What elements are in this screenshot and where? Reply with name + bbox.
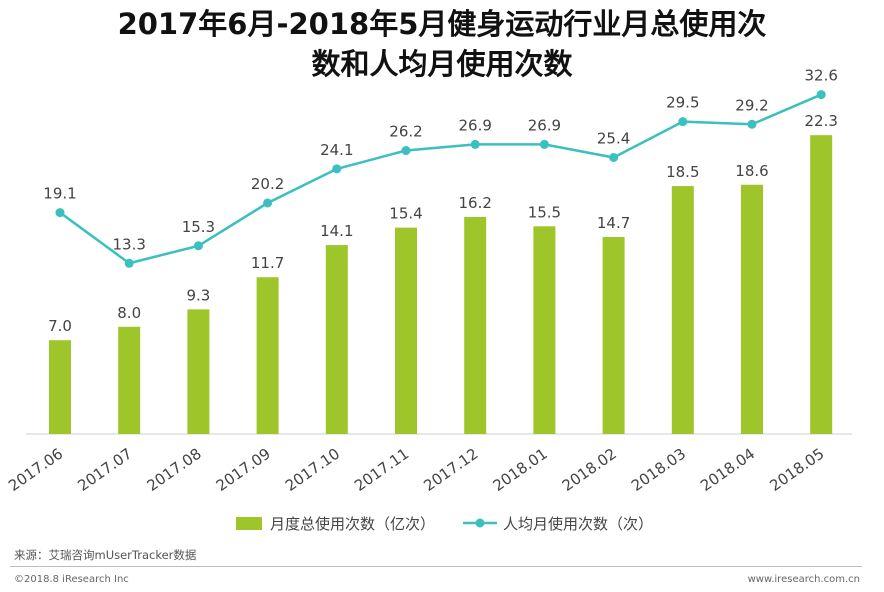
bar-2017.07 [118, 326, 141, 434]
line-point-2017.11 [401, 146, 411, 156]
bar-2018.03 [671, 186, 694, 434]
line-point-2017.10 [332, 164, 342, 174]
bar-2018.02 [602, 237, 625, 434]
line-value-label: 15.3 [182, 218, 215, 236]
bar-2017.12 [464, 216, 487, 434]
x-tick-label: 2017.10 [282, 445, 343, 495]
line-value-label: 25.4 [597, 130, 630, 148]
x-tick-label: 2018.04 [697, 445, 758, 495]
bar-value-label: 22.3 [804, 112, 837, 130]
line-point-2018.03 [678, 117, 688, 127]
x-tick-label: 2017.06 [5, 445, 66, 495]
legend-line-swatch [463, 518, 498, 528]
x-tick-label: 2017.11 [351, 445, 412, 495]
footer-divider [10, 566, 862, 567]
copyright-text: ©2018.8 iResearch Inc [14, 574, 129, 585]
line-value-label: 26.9 [528, 116, 561, 134]
bar-value-label: 7.0 [48, 317, 72, 335]
x-tick-label: 2018.02 [559, 445, 620, 495]
bar-value-label: 14.1 [320, 222, 353, 240]
x-tick-label: 2017.09 [213, 445, 274, 495]
x-tick-label: 2017.08 [144, 445, 205, 495]
bar-2017.11 [395, 227, 417, 434]
line-point-2017.12 [470, 139, 480, 149]
line-value-label: 26.9 [458, 116, 491, 134]
line-value-label: 19.1 [43, 185, 76, 203]
bar-value-label: 11.7 [251, 254, 284, 272]
x-tick-label: 2018.03 [628, 445, 689, 495]
x-tick-label: 2018.05 [766, 445, 827, 495]
line-series-path [59, 93, 822, 265]
line-value-label: 29.5 [666, 94, 699, 112]
website-url: www.iresearch.com.cn [747, 574, 860, 585]
line-value-label: 26.2 [389, 123, 422, 141]
line-value-label: 29.2 [735, 96, 768, 114]
legend-line-label: 人均月使用次数（次） [503, 514, 654, 533]
bar-value-label: 14.7 [597, 214, 630, 232]
chart-title-line-2: 数和人均月使用次数 [311, 47, 573, 81]
line-point-2017.07 [124, 258, 134, 268]
bar-2017.08 [187, 309, 210, 434]
bar-2018.04 [741, 184, 763, 434]
bar-value-label: 18.5 [666, 163, 699, 181]
bar-2018.01 [533, 226, 556, 434]
line-point-2018.05 [816, 90, 826, 100]
bar-value-label: 15.5 [528, 203, 561, 221]
chart-legend: 月度总使用次数（亿次） 人均月使用次数（次） [236, 512, 653, 534]
line-point-2018.01 [539, 139, 549, 149]
x-tick-label: 2017.12 [420, 445, 481, 495]
source-note: 来源：艾瑞咨询mUserTracker数据 [14, 548, 197, 562]
line-value-label: 32.6 [804, 67, 837, 85]
x-tick-label: 2018.01 [490, 445, 551, 495]
bar-2018.05 [810, 135, 833, 434]
chart-title: 2017年6月-2018年5月健身运动行业月总使用次 数和人均月使用次数 [0, 4, 884, 84]
line-point-2017.08 [193, 241, 203, 251]
bar-value-label: 18.6 [735, 162, 768, 180]
line-point-2017.09 [263, 198, 273, 208]
x-tick-label: 2017.07 [74, 445, 135, 495]
chart-title-line-1: 2017年6月-2018年5月健身运动行业月总使用次 [117, 7, 767, 41]
bar-value-label: 15.4 [389, 205, 422, 223]
legend-bar-label: 月度总使用次数（亿次） [270, 514, 436, 533]
line-value-label: 24.1 [320, 141, 353, 159]
bar-2017.10 [325, 245, 348, 434]
bar-value-label: 9.3 [186, 286, 210, 304]
line-point-2018.04 [747, 119, 757, 129]
legend-bar-swatch [236, 516, 262, 530]
line-value-label: 20.2 [251, 175, 284, 193]
line-value-label: 13.3 [112, 235, 145, 253]
bar-2017.09 [256, 277, 279, 434]
bar-value-label: 16.2 [458, 194, 491, 212]
line-point-2017.06 [55, 208, 65, 218]
line-point-2018.02 [609, 153, 619, 163]
bar-value-label: 8.0 [117, 304, 141, 322]
bar-2017.06 [49, 340, 71, 434]
